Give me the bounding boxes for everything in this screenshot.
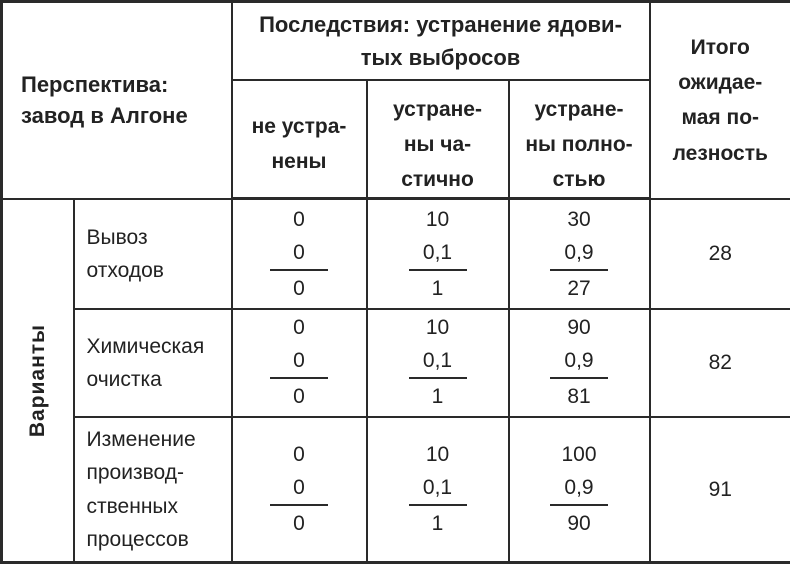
total-utility-cell-r2: 82 <box>650 309 790 417</box>
outcome-cell-r3c2: 10 0,1 1 <box>367 417 509 563</box>
outcome-cell-r2c3: 90 0,9 81 <box>509 309 650 417</box>
outcome-header-partially-eliminated: устране- ны ча- стично <box>367 80 509 199</box>
row-label-chemical-treatment-text: Химическая очистка <box>75 330 231 396</box>
value-stack: 10 0,1 1 <box>409 317 467 407</box>
outcome-cell-r2c2: 10 0,1 1 <box>367 309 509 417</box>
probability-value: 0,1 <box>409 477 467 506</box>
value-stack: 100 0,9 90 <box>550 444 608 534</box>
expected-value: 1 <box>409 379 467 407</box>
value-stack: 30 0,9 27 <box>550 209 608 299</box>
probability-value: 0,9 <box>550 350 608 379</box>
expected-value: 0 <box>270 271 328 299</box>
outcome-header-not-eliminated: не устра- нены <box>232 80 367 199</box>
total-utility-cell-r3: 91 <box>650 417 790 563</box>
perspective-header-text: Перспектива: завод в Алгоне <box>3 69 231 133</box>
value-stack: 0 0 0 <box>270 317 328 407</box>
outcome-header-fully-eliminated: устране- ны полно- стью <box>509 80 650 199</box>
payoff-value: 10 <box>409 209 467 242</box>
payoff-value: 0 <box>270 444 328 477</box>
expected-value: 0 <box>270 379 328 407</box>
table-row-chemical-treatment: Химическая очистка 0 0 0 10 0,1 1 90 <box>2 309 790 417</box>
consequences-header-text: Последствия: устранение ядови- тых выбро… <box>233 8 649 74</box>
value-stack: 0 0 0 <box>270 209 328 299</box>
probability-value: 0,1 <box>409 242 467 271</box>
outcome-header-partially-eliminated-text: устране- ны ча- стично <box>368 81 508 198</box>
probability-value: 0,1 <box>409 350 467 379</box>
row-label-waste-removal-text: Вывоз отходов <box>75 221 231 287</box>
variants-band-cell: Варианты <box>2 199 74 563</box>
expected-value: 1 <box>409 271 467 299</box>
expected-value: 0 <box>270 506 328 534</box>
value-stack: 10 0,1 1 <box>409 444 467 534</box>
total-utility-header-text: Итого ожидае- мая по- лезность <box>651 30 790 171</box>
row-label-chemical-treatment: Химическая очистка <box>74 309 232 417</box>
probability-value: 0,9 <box>550 477 608 506</box>
payoff-value: 90 <box>550 317 608 350</box>
probability-value: 0 <box>270 350 328 379</box>
table-row-waste-removal: Варианты Вывоз отходов 0 0 0 10 0,1 1 <box>2 199 790 309</box>
consequences-header-cell: Последствия: устранение ядови- тых выбро… <box>232 2 650 80</box>
total-utility-header-cell: Итого ожидае- мая по- лезность <box>650 2 790 199</box>
value-stack: 0 0 0 <box>270 444 328 534</box>
total-utility-cell-r1: 28 <box>650 199 790 309</box>
expected-value: 1 <box>409 506 467 534</box>
variants-band-label: Варианты <box>26 324 50 437</box>
payoff-value: 0 <box>270 317 328 350</box>
outcome-header-fully-eliminated-text: устране- ны полно- стью <box>510 81 649 198</box>
probability-value: 0,9 <box>550 242 608 271</box>
payoff-value: 10 <box>409 317 467 350</box>
probability-value: 0 <box>270 242 328 271</box>
outcome-cell-r3c1: 0 0 0 <box>232 417 367 563</box>
row-label-waste-removal: Вывоз отходов <box>74 199 232 309</box>
outcome-cell-r1c1: 0 0 0 <box>232 199 367 309</box>
payoff-value: 10 <box>409 444 467 477</box>
outcome-cell-r1c3: 30 0,9 27 <box>509 199 650 309</box>
row-label-process-change-text: Изменение производ- ственных процессов <box>75 423 231 556</box>
outcome-header-not-eliminated-text: не устра- нены <box>233 98 366 180</box>
value-stack: 10 0,1 1 <box>409 209 467 299</box>
row-label-process-change: Изменение производ- ственных процессов <box>74 417 232 563</box>
payoff-value: 0 <box>270 209 328 242</box>
payoff-value: 30 <box>550 209 608 242</box>
header-row-top: Перспектива: завод в Алгоне Последствия:… <box>2 2 790 80</box>
page: Перспектива: завод в Алгоне Последствия:… <box>0 0 790 551</box>
probability-value: 0 <box>270 477 328 506</box>
perspective-header-cell: Перспектива: завод в Алгоне <box>2 2 232 199</box>
value-stack: 90 0,9 81 <box>550 317 608 407</box>
expected-value: 81 <box>550 379 608 407</box>
table-row-process-change: Изменение производ- ственных процессов 0… <box>2 417 790 563</box>
outcome-cell-r2c1: 0 0 0 <box>232 309 367 417</box>
outcome-cell-r1c2: 10 0,1 1 <box>367 199 509 309</box>
expected-value: 27 <box>550 271 608 299</box>
outcome-cell-r3c3: 100 0,9 90 <box>509 417 650 563</box>
payoff-value: 100 <box>550 444 608 477</box>
expected-value: 90 <box>550 506 608 534</box>
